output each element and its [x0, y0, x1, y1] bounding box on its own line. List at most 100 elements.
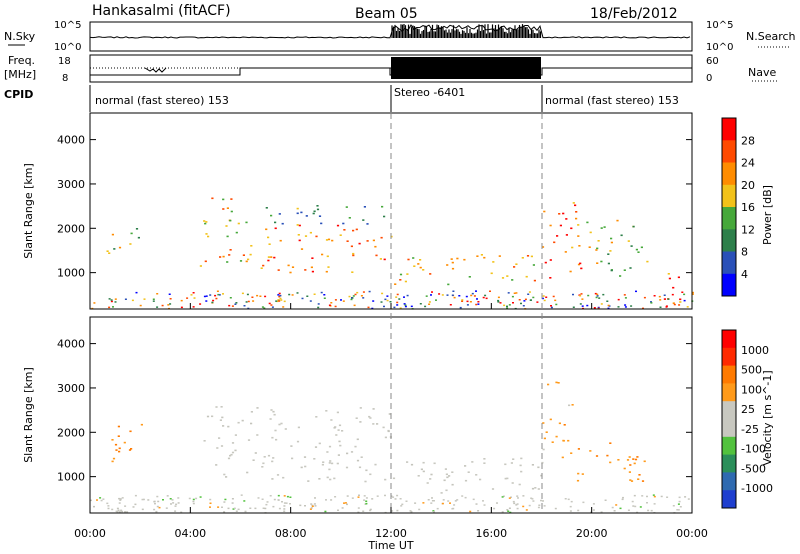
scatter-point: [510, 496, 512, 498]
nsky-label: N.Sky: [4, 30, 36, 43]
scatter-point: [325, 410, 328, 412]
scatter-point: [279, 297, 282, 300]
colorbar-tick: 25: [741, 403, 755, 416]
scatter-point: [358, 242, 361, 245]
scatter-point: [117, 425, 120, 428]
power-scatter: [91, 197, 694, 310]
scatter-point: [446, 294, 449, 296]
scatter-point: [543, 299, 546, 302]
scatter-point: [623, 467, 626, 470]
scatter-point: [215, 406, 218, 408]
scatter-point: [571, 246, 574, 249]
scatter-point: [157, 500, 160, 503]
scatter-point: [351, 297, 354, 299]
scatter-point: [629, 267, 632, 269]
scatter-point: [396, 494, 399, 497]
scatter-point: [668, 277, 671, 280]
scatter-point: [396, 509, 399, 512]
scatter-point: [624, 304, 627, 306]
scatter-point: [679, 298, 682, 301]
scatter-point: [227, 457, 231, 460]
scatter-point: [314, 497, 316, 499]
scatter-point: [380, 301, 383, 303]
scatter-point: [112, 306, 114, 308]
scatter-point: [384, 494, 386, 497]
scatter-point: [167, 304, 170, 306]
cpid-segment-3: normal (fast stereo) 153: [545, 94, 679, 107]
scatter-point: [562, 440, 565, 442]
scatter-point: [141, 498, 144, 501]
scatter-point: [506, 307, 509, 309]
scatter-point: [538, 504, 541, 506]
scatter-point: [384, 298, 387, 301]
scatter-point: [108, 298, 111, 300]
scatter-point: [247, 307, 250, 310]
scatter-point: [342, 222, 345, 225]
scatter-point: [264, 295, 267, 298]
scatter-point: [230, 198, 233, 200]
scatter-point: [396, 304, 399, 306]
scatter-point: [516, 503, 519, 505]
scatter-point: [473, 295, 476, 297]
scatter-point: [617, 306, 620, 308]
scatter-point: [245, 221, 248, 224]
scatter-point: [279, 294, 282, 297]
scatter-point: [338, 440, 341, 443]
scatter-point: [118, 511, 121, 513]
scatter-point: [445, 473, 448, 476]
freq-tick-top: 18: [58, 56, 71, 67]
scatter-point: [447, 283, 450, 286]
scatter-point: [254, 452, 257, 454]
scatter-point: [116, 507, 119, 510]
scatter-point: [211, 301, 214, 304]
scatter-point: [228, 254, 231, 256]
scatter-point: [383, 258, 386, 261]
scatter-point: [328, 462, 331, 464]
colorbar-tick: 1000: [741, 344, 769, 357]
scatter-point: [237, 508, 240, 511]
colorbar-swatch: [722, 184, 736, 208]
colorbar-swatch: [722, 401, 736, 420]
scatter-point: [231, 451, 235, 454]
scatter-point: [384, 478, 387, 481]
scatter-point: [222, 208, 225, 210]
scatter-point: [650, 509, 653, 512]
scatter-point: [352, 295, 355, 297]
scatter-point: [553, 241, 556, 244]
scatter-point: [433, 500, 435, 502]
scatter-point: [205, 233, 208, 235]
scatter-point: [113, 248, 116, 250]
scatter-point: [177, 497, 180, 499]
scatter-point: [316, 208, 320, 211]
scatter-point: [400, 505, 403, 507]
y-tick-label: 3000: [57, 382, 85, 395]
velocity-colorbar: 1000 500 100 25 -25 -100 -500 -1000: [721, 329, 773, 509]
scatter-point: [369, 508, 372, 511]
scatter-point: [137, 236, 140, 239]
scatter-point: [117, 509, 120, 512]
scatter-point: [589, 231, 592, 234]
scatter-point: [422, 470, 425, 473]
scatter-point: [128, 449, 132, 451]
scatter-point: [432, 510, 435, 512]
scatter-point: [252, 459, 255, 461]
scatter-point: [314, 505, 317, 507]
scatter-point: [603, 226, 606, 228]
scatter-point: [369, 473, 372, 476]
scatter-point: [446, 264, 449, 266]
scatter-point: [135, 228, 139, 230]
scatter-point: [520, 457, 523, 460]
scatter-point: [110, 299, 113, 301]
scatter-point: [635, 290, 637, 293]
scatter-point: [152, 298, 155, 300]
scatter-point: [639, 506, 642, 508]
scatter-point: [346, 503, 348, 506]
scatter-point: [617, 298, 620, 301]
x-tick-label: 00:00: [74, 527, 106, 540]
scatter-point: [551, 441, 554, 443]
scatter-point: [417, 475, 420, 477]
scatter-point: [570, 452, 573, 454]
scatter-point: [330, 419, 333, 421]
scatter-point: [476, 255, 479, 257]
colorbar-swatch: [722, 118, 736, 141]
